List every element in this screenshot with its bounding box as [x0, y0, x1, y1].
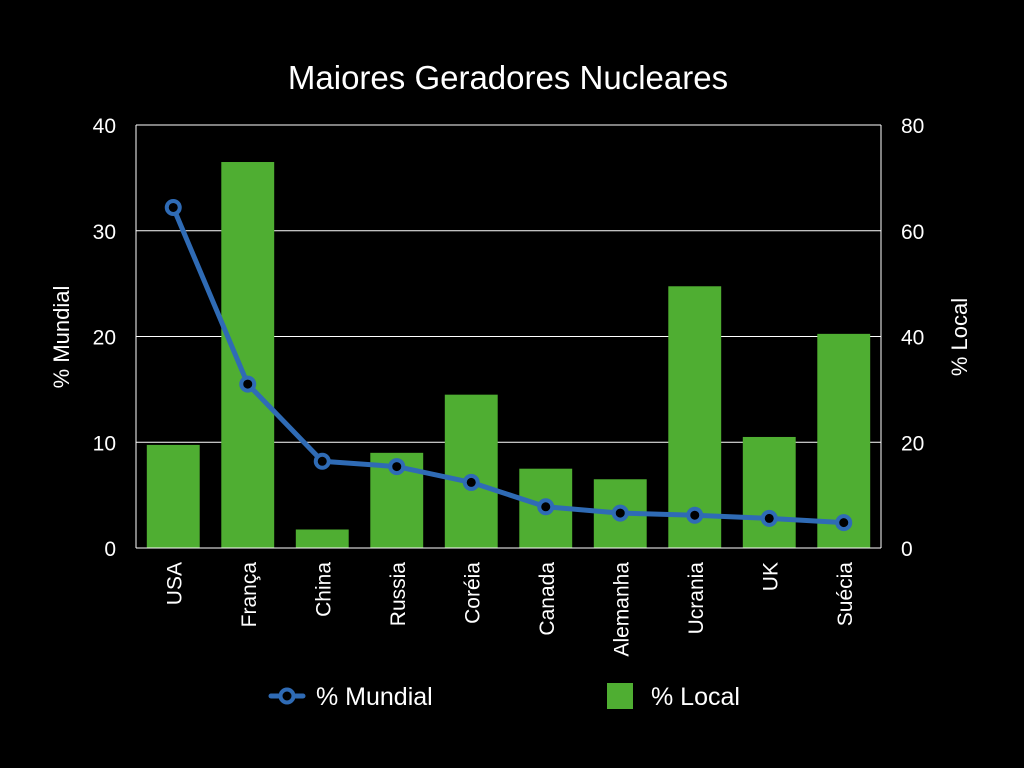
y-right-tick-label: 60 — [901, 221, 924, 244]
line-point — [686, 506, 704, 524]
x-tick-label: França — [238, 562, 261, 628]
bar — [444, 394, 498, 548]
x-tick-label: Ucrania — [685, 562, 708, 635]
y-left-tick-label: 30 — [93, 221, 116, 244]
legend-line-marker — [278, 687, 296, 705]
y-right-tick-label: 40 — [901, 327, 924, 350]
line-point — [313, 452, 331, 470]
legend-label-bar: % Local — [651, 683, 740, 711]
line-point — [835, 514, 853, 532]
x-tick-label: Russia — [387, 562, 410, 627]
line-point — [164, 198, 182, 216]
series-line — [170, 204, 847, 526]
y-left-tick-label: 0 — [104, 538, 116, 561]
legend: % Mundial % Local — [268, 683, 740, 711]
y-right-tick-label: 20 — [901, 432, 924, 455]
x-tick-label: Coréia — [461, 562, 484, 624]
bar — [817, 333, 871, 548]
line-point — [611, 504, 629, 522]
y-axis-right-label: % Local — [947, 298, 972, 376]
axes: 0 10 20 30 40 0 20 40 60 80 USA França China Russia Co… — [93, 115, 925, 657]
legend-label-line: % Mundial — [316, 683, 433, 711]
x-tick-label: China — [312, 562, 335, 617]
line-point — [760, 509, 778, 527]
y-left-tick-label: 20 — [93, 327, 116, 350]
y-right-tick-label: 80 — [901, 115, 924, 138]
x-tick-label: Suécia — [834, 562, 857, 627]
bar — [668, 286, 722, 548]
legend-bar-swatch — [607, 683, 633, 709]
line-point — [388, 458, 406, 476]
x-tick-label: Canada — [536, 562, 559, 636]
bar — [295, 529, 349, 548]
bar — [742, 436, 796, 548]
line-point — [537, 498, 555, 516]
x-tick-label: USA — [163, 562, 186, 605]
y-axis-left-label: % Mundial — [49, 286, 74, 389]
bar — [221, 162, 275, 548]
bar — [146, 444, 200, 548]
x-tick-label: UK — [759, 562, 782, 591]
x-tick-label: Alemanha — [610, 562, 633, 657]
bars — [146, 162, 871, 548]
chart-title: Maiores Geradores Nucleares — [288, 59, 728, 96]
line-point — [239, 375, 257, 393]
y-left-tick-label: 40 — [93, 115, 116, 138]
line-point — [462, 473, 480, 491]
y-left-tick-label: 10 — [93, 432, 116, 455]
line-series — [164, 198, 853, 532]
y-right-tick-label: 0 — [901, 538, 913, 561]
